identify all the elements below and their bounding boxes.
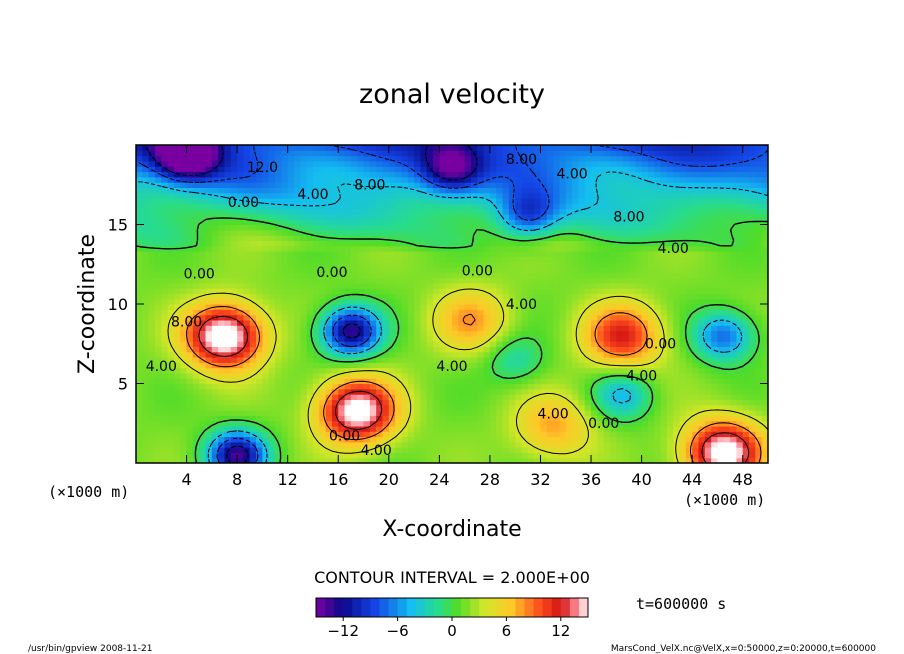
contour-label: 0.00 bbox=[329, 429, 360, 445]
contour-label: 4.00 bbox=[146, 359, 177, 375]
contour-line bbox=[167, 288, 768, 463]
contour-label: 8.00 bbox=[354, 178, 385, 194]
colorbar-swatch bbox=[406, 598, 417, 617]
x-tick-label: 20 bbox=[379, 470, 399, 489]
contour-line bbox=[136, 217, 768, 463]
contour-label: 4.00 bbox=[658, 241, 689, 257]
colorbar-swatch bbox=[442, 598, 453, 617]
contour-label: 0.00 bbox=[316, 265, 347, 281]
x-axis-label: X-coordinate bbox=[382, 517, 521, 542]
x-tick-label: 12 bbox=[278, 470, 298, 489]
y-axis-label: Z-coordinate bbox=[75, 234, 100, 374]
x-tick-label: 24 bbox=[429, 470, 449, 489]
colorbar-swatch bbox=[388, 598, 398, 617]
contour-label: 4.00 bbox=[538, 406, 569, 422]
colorbar-swatch bbox=[506, 598, 516, 617]
footer-left: /usr/bin/gpview 2008-11-21 bbox=[28, 644, 152, 654]
colorbar-swatch bbox=[397, 598, 408, 617]
x-tick-label: 28 bbox=[480, 470, 500, 489]
contour-label: 0.00 bbox=[645, 337, 676, 353]
contour-label: 0.00 bbox=[588, 416, 619, 432]
plot-area: 12.04.000.008.008.004.008.004.000.00 0.00… bbox=[135, 144, 769, 464]
colorbar-tick-label: 12 bbox=[551, 622, 570, 640]
contour-label: 4.00 bbox=[436, 359, 467, 375]
contour-label: 4.00 bbox=[361, 443, 392, 459]
contour-label: 8.00 bbox=[613, 209, 644, 225]
colorbar: −12 −6 0 6 12 bbox=[315, 597, 589, 640]
contour-line bbox=[136, 171, 768, 463]
colorbar-swatch bbox=[551, 598, 562, 617]
x-unit-right: (×1000 m) bbox=[684, 491, 765, 509]
y-tick-label: 15 bbox=[108, 216, 128, 235]
x-tick-label: 4 bbox=[181, 470, 191, 489]
colorbar-swatch bbox=[379, 598, 389, 617]
contour-label: 4.00 bbox=[506, 297, 537, 313]
colorbar-swatch bbox=[370, 598, 380, 617]
x-tick-label: 36 bbox=[581, 470, 601, 489]
colorbar-swatch bbox=[343, 598, 353, 617]
colorbar-swatch bbox=[488, 598, 498, 617]
colorbar-swatch bbox=[461, 598, 471, 617]
y-tick-label: 5 bbox=[118, 375, 128, 394]
contour-line bbox=[144, 145, 478, 463]
colorbar-swatch bbox=[578, 598, 589, 617]
contour-label: 8.00 bbox=[171, 314, 202, 330]
colorbar-swatch bbox=[424, 598, 435, 617]
x-tick-label: 48 bbox=[733, 470, 753, 489]
colorbar-tick-label: −6 bbox=[387, 622, 409, 640]
contour-label: 4.00 bbox=[626, 368, 657, 384]
contour-interval-text: CONTOUR INTERVAL = 2.000E+00 bbox=[314, 568, 590, 587]
contour-label: 0.00 bbox=[462, 263, 493, 279]
footer-right: MarsCond_VelX.nc@VelX,x=0:50000,z=0:2000… bbox=[611, 644, 876, 654]
contour-label: 0.00 bbox=[184, 267, 215, 283]
y-tick-label: 10 bbox=[108, 295, 128, 314]
colorbar-swatch bbox=[524, 598, 534, 617]
contour-line bbox=[136, 145, 768, 463]
colorbar-swatch bbox=[542, 598, 553, 617]
colorbar-swatch bbox=[515, 598, 525, 617]
time-text: t=600000 s bbox=[636, 595, 726, 613]
colorbar-swatch bbox=[452, 598, 462, 617]
colorbar-tick-label: 6 bbox=[502, 622, 512, 640]
contour-label: 0.00 bbox=[228, 195, 259, 211]
colorbar-swatch bbox=[560, 598, 571, 617]
contour-label: 8.00 bbox=[506, 152, 537, 168]
contour-line bbox=[198, 315, 750, 463]
contour-label: 12.0 bbox=[247, 160, 278, 176]
colorbar-swatch bbox=[361, 598, 371, 617]
colorbar-swatch bbox=[325, 598, 335, 617]
x-unit-left: (×1000 m) bbox=[48, 483, 129, 501]
colorbar-swatch bbox=[497, 598, 507, 617]
colorbar-tick-label: 0 bbox=[447, 622, 457, 640]
colorbar-swatch bbox=[433, 598, 444, 617]
x-tick-label: 40 bbox=[631, 470, 651, 489]
x-tick-label: 32 bbox=[530, 470, 550, 489]
chart-title: zonal velocity bbox=[359, 79, 545, 110]
x-tick-label: 16 bbox=[328, 470, 348, 489]
colorbar-swatch bbox=[415, 598, 426, 617]
x-tick-label: 44 bbox=[682, 470, 702, 489]
colorbar-tick-label: −12 bbox=[327, 622, 359, 640]
contour-label: 4.00 bbox=[297, 187, 328, 203]
colorbar-swatch bbox=[334, 598, 344, 617]
colorbar-swatch bbox=[533, 598, 544, 617]
colorbar-swatch bbox=[316, 598, 326, 617]
colorbar-swatch bbox=[479, 598, 489, 617]
contour-label: 4.00 bbox=[556, 166, 587, 182]
colorbar-swatch bbox=[569, 598, 580, 617]
colorbar-swatch bbox=[352, 598, 362, 617]
x-tick-label: 8 bbox=[232, 470, 242, 489]
colorbar-swatch bbox=[470, 598, 480, 617]
